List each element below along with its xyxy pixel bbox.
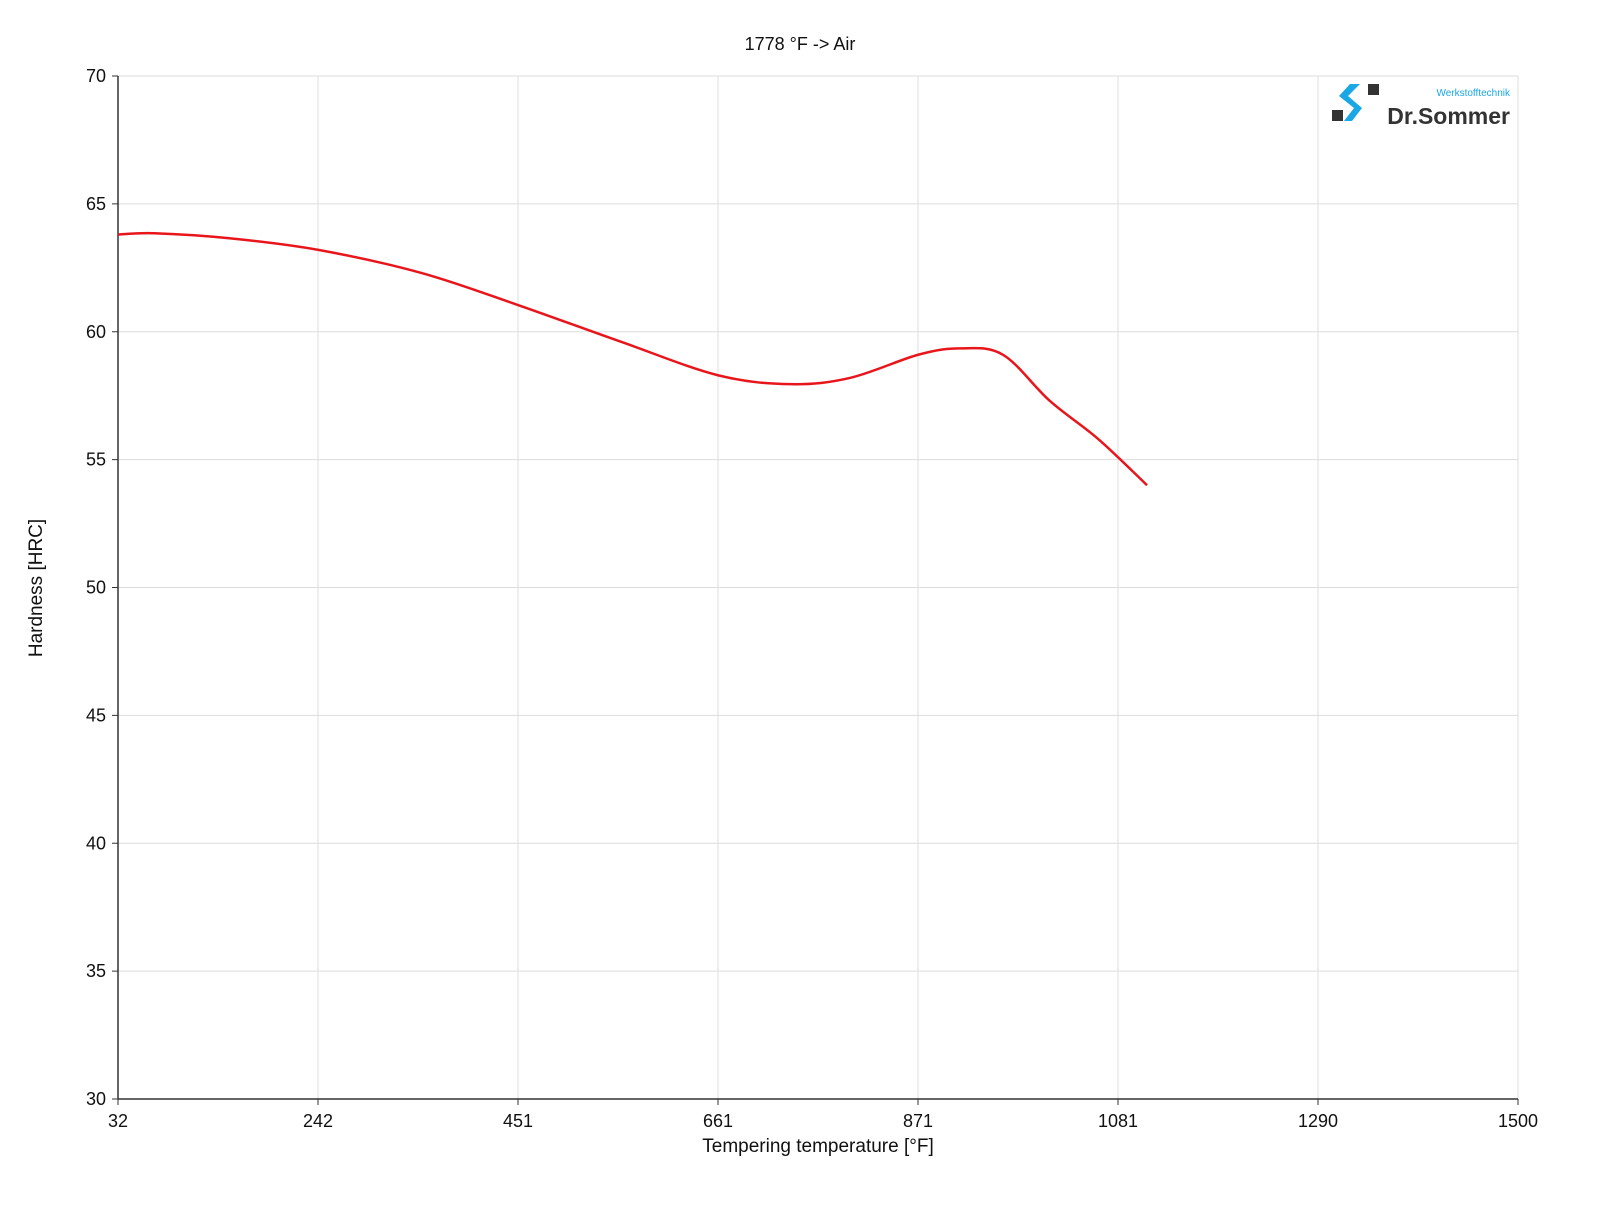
logo: Werkstofftechnik Dr.Sommer [1332,84,1511,129]
y-tick-label: 60 [86,322,106,342]
x-tick-label: 661 [703,1111,733,1131]
x-tick-label: 242 [303,1111,333,1131]
y-tick-label: 65 [86,194,106,214]
y-tick-label: 70 [86,66,106,86]
x-tick-label: 32 [108,1111,128,1131]
grid [117,75,1519,1100]
y-tick-label: 50 [86,578,106,598]
x-tick-label: 451 [503,1111,533,1131]
x-tick-label: 1290 [1298,1111,1338,1131]
logo-name: Dr.Sommer [1387,103,1510,129]
x-tick-label: 871 [903,1111,933,1131]
x-axis-label: Tempering temperature [°F] [702,1136,933,1157]
y-tick-label: 55 [86,450,106,470]
y-tick-label: 45 [86,705,106,725]
series-line [117,231,1148,487]
y-tick-label: 35 [86,961,106,981]
y-axis-label: Hardness [HRC] [26,519,47,657]
y-tick-label: 30 [86,1089,106,1109]
tick-labels: 32 242 451 661 871 1081 1290 1500 30 35 40 45 50 55 60… [86,66,1538,1131]
logo-s-mark [1339,84,1362,121]
x-tick-label: 1081 [1098,1111,1138,1131]
chart-title: 1778 °F -> Air [745,34,856,54]
x-tick-label: 1500 [1498,1111,1538,1131]
series [117,231,1148,487]
logo-square-1 [1332,110,1343,121]
axes [112,75,1519,1105]
logo-subtitle: Werkstofftechnik [1436,88,1511,99]
y-tick-label: 40 [86,833,106,853]
logo-square-2 [1368,84,1379,95]
